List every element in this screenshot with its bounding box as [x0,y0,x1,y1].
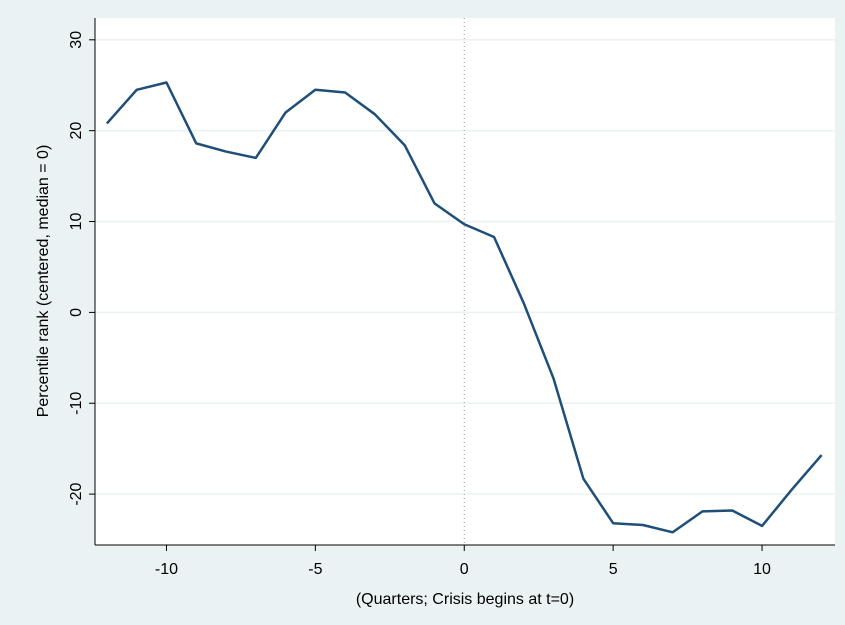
y-tick-label: 0 [68,308,85,317]
line-series [105,81,823,534]
y-tick-label: -20 [68,482,85,505]
y-tick-label: 30 [68,31,85,49]
y-tick-label: 10 [68,213,85,231]
x-axis-label: (Quarters; Crisis begins at t=0) [356,591,574,608]
plot-area [95,18,835,545]
x-tick-label: 5 [609,561,618,578]
x-tick-label: -5 [308,561,322,578]
x-tick-label: -10 [155,561,178,578]
x-tick-label: 10 [753,561,771,578]
x-tick-label: 0 [460,561,469,578]
y-tick-label: 20 [68,122,85,140]
y-axis-label: Percentile rank (centered, median = 0) [35,145,52,418]
y-tick-label: -10 [68,392,85,415]
